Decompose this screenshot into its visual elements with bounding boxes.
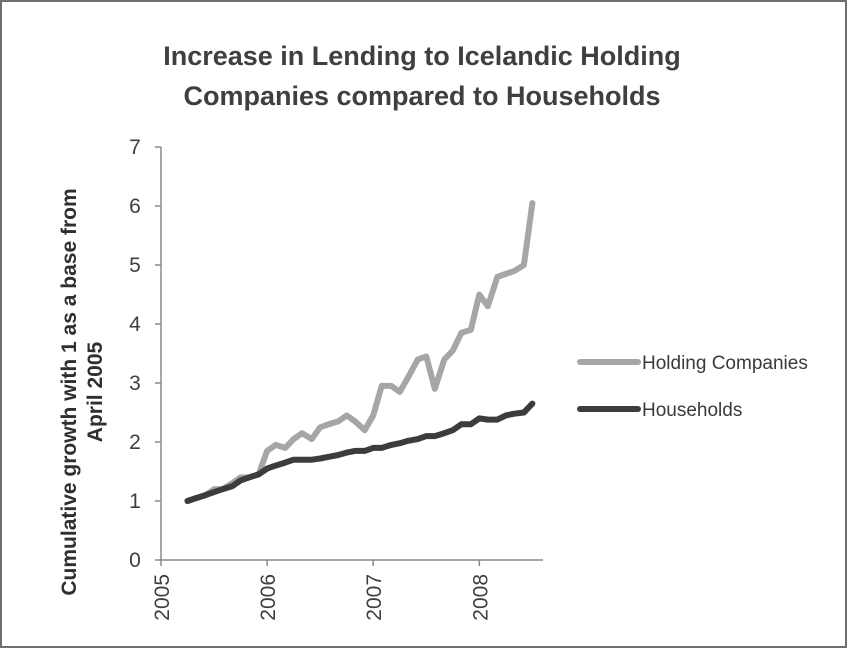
- y-tick-label: 4: [129, 313, 141, 336]
- y-tick-label: 2: [129, 431, 141, 454]
- x-tick-label: 2006: [257, 574, 280, 621]
- series-line-households: [184, 400, 536, 504]
- x-tick-label: 2005: [151, 574, 174, 621]
- y-tick-label: 5: [129, 254, 141, 277]
- legend-label-holding-companies: Holding Companies: [642, 353, 808, 374]
- y-tick-label: 0: [129, 549, 141, 572]
- legend-label-households: Households: [642, 400, 742, 421]
- series-line-holding-companies: [184, 200, 536, 504]
- y-tick-label: 1: [129, 490, 141, 513]
- y-tick-label: 6: [129, 195, 141, 218]
- chart-title-line-2: Companies compared to Households: [183, 81, 660, 111]
- x-tick-label: 2008: [469, 574, 492, 621]
- y-tick-label: 3: [129, 372, 141, 395]
- axes: 0 1 2 3 4 5 6 7 2005 2006 2007 2008: [129, 136, 543, 621]
- x-tick-label: 2007: [363, 574, 386, 621]
- chart-title-line-1: Increase in Lending to Icelandic Holding: [163, 41, 681, 71]
- y-axis-title-line-1: Cumulative growth with 1 as a base from: [58, 188, 81, 595]
- y-tick-label: 7: [129, 136, 141, 159]
- legend: Holding Companies Households: [577, 353, 808, 421]
- series-layer: [184, 200, 536, 504]
- y-axis-title-line-2: April 2005: [84, 341, 107, 442]
